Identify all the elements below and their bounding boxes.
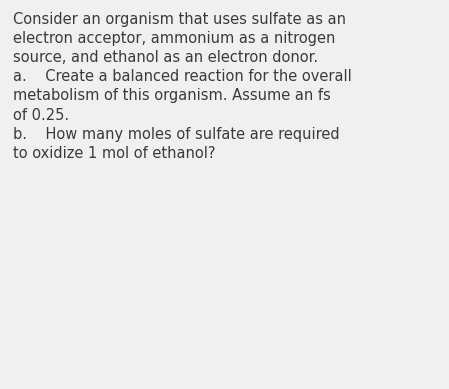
Text: Consider an organism that uses sulfate as an
electron acceptor, ammonium as a ni: Consider an organism that uses sulfate a… bbox=[13, 12, 352, 161]
